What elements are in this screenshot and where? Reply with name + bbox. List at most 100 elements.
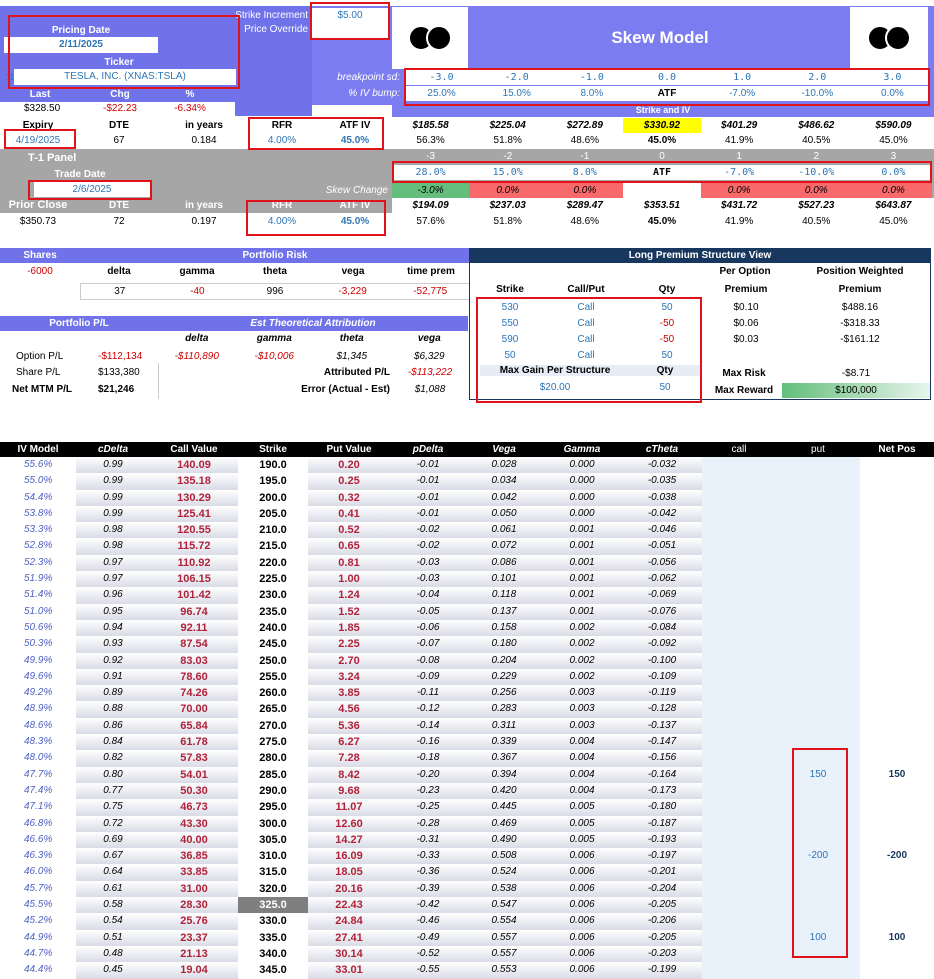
structure-leg-type[interactable]: Call [577, 302, 595, 313]
iv-cell: 56.3% [416, 135, 445, 146]
structure-leg-type[interactable]: Call [577, 318, 595, 329]
chain-cell[interactable] [702, 538, 776, 555]
chain-cell[interactable] [702, 913, 776, 930]
chain-cell[interactable] [702, 489, 776, 506]
structure-leg-strike[interactable]: 590 [501, 334, 519, 345]
chain-cell[interactable] [776, 522, 860, 539]
chain-cell[interactable] [702, 717, 776, 735]
chain-cell[interactable] [702, 799, 776, 816]
chain-cell[interactable] [702, 668, 776, 686]
ticker-field[interactable]: TESLA, INC. (XNAS:TSLA) [14, 69, 236, 85]
chain-cell[interactable] [776, 538, 860, 555]
chain-cell[interactable] [776, 897, 860, 914]
chain-row: 47.7% 0.80 54.01 285.0 8.42 -0.20 0.394 0.004 -0… [0, 766, 934, 783]
chain-cell[interactable] [776, 554, 860, 572]
chain-cell[interactable] [702, 701, 776, 718]
chain-cell[interactable] [702, 750, 776, 767]
chain-cell: 1.00 [308, 571, 390, 588]
chain-cell: 0.81 [308, 554, 390, 572]
chain-cell[interactable] [776, 587, 860, 604]
structure-leg-qty[interactable]: 50 [661, 350, 673, 361]
chain-cell[interactable] [702, 945, 776, 963]
chain-cell[interactable] [776, 962, 860, 979]
chain-cell[interactable] [702, 962, 776, 979]
chain-cell[interactable] [776, 505, 860, 523]
chain-cell[interactable] [702, 652, 776, 669]
chain-cell[interactable] [702, 587, 776, 604]
chain-cell[interactable] [776, 473, 860, 490]
structure-leg-strike[interactable]: 550 [501, 318, 519, 329]
chain-cell[interactable] [702, 473, 776, 490]
strike-increment-field[interactable]: $5.00 [312, 8, 388, 38]
chain-cell[interactable] [776, 815, 860, 832]
structure-header: Premium [838, 284, 882, 295]
chain-cell[interactable] [702, 897, 776, 914]
chain-cell: -0.069 [622, 587, 702, 604]
error-value: $1,088 [414, 384, 446, 395]
chain-cell[interactable]: -200 [776, 848, 860, 865]
chain-cell[interactable] [776, 750, 860, 767]
chain-cell[interactable] [776, 782, 860, 800]
chain-cell[interactable] [776, 799, 860, 816]
chain-cell[interactable] [776, 571, 860, 588]
chain-cell[interactable]: 100 [776, 929, 860, 946]
chain-cell[interactable] [776, 734, 860, 751]
chain-cell: -0.39 [390, 880, 466, 898]
chain-cell[interactable] [702, 685, 776, 702]
chain-cell[interactable] [702, 880, 776, 898]
chain-cell[interactable] [702, 815, 776, 832]
shares-value[interactable]: -6000 [27, 266, 53, 277]
chain-cell[interactable] [776, 619, 860, 637]
chain-cell[interactable] [702, 864, 776, 881]
chain-header: cTheta [645, 444, 679, 455]
trade-date-field[interactable]: 2/6/2025 [34, 182, 150, 197]
chain-cell[interactable] [776, 685, 860, 702]
structure-leg-qty[interactable]: 50 [661, 302, 673, 313]
chain-cell[interactable] [702, 505, 776, 523]
chain-cell[interactable] [702, 848, 776, 865]
chain-cell[interactable] [702, 522, 776, 539]
chain-cell[interactable] [776, 603, 860, 620]
structure-leg-type[interactable]: Call [577, 350, 595, 361]
chain-cell[interactable] [702, 554, 776, 572]
chain-cell[interactable] [776, 652, 860, 669]
chain-cell[interactable] [702, 619, 776, 637]
chain-cell[interactable] [776, 668, 860, 686]
chain-cell[interactable] [702, 734, 776, 751]
pricing-date-field[interactable]: 2/11/2025 [4, 37, 158, 53]
chain-cell[interactable] [702, 636, 776, 653]
chain-cell[interactable] [702, 571, 776, 588]
structure-leg-qty[interactable]: -50 [659, 334, 675, 345]
chain-cell: -0.056 [622, 554, 702, 572]
chain-cell[interactable] [776, 717, 860, 735]
chain-cell[interactable] [702, 929, 776, 946]
chain-cell[interactable] [702, 782, 776, 800]
chain-cell[interactable] [776, 831, 860, 849]
structure-leg-strike[interactable]: 530 [501, 302, 519, 313]
structure-leg-premium [702, 348, 790, 364]
structure-leg-strike[interactable]: 50 [504, 350, 516, 361]
chain-cell[interactable]: 150 [776, 766, 860, 783]
structure-leg-type[interactable]: Call [577, 334, 595, 345]
structure-leg-premium: $0.06 [733, 318, 759, 329]
chain-cell[interactable] [702, 457, 776, 474]
chain-cell[interactable] [776, 945, 860, 963]
max-gain-value[interactable]: $20.00 [539, 382, 571, 393]
chain-cell: 6.27 [308, 734, 390, 751]
chain-cell: 25.76 [150, 913, 238, 930]
chain-cell[interactable] [776, 489, 860, 506]
max-gain-qty[interactable]: 50 [659, 382, 671, 393]
chain-cell[interactable] [776, 880, 860, 898]
chain-cell[interactable] [702, 831, 776, 849]
structure-leg-qty[interactable]: -50 [659, 318, 675, 329]
chain-cell[interactable] [776, 913, 860, 930]
chain-cell[interactable] [776, 457, 860, 474]
chain-cell: 140.09 [150, 457, 238, 474]
chain-cell[interactable] [776, 636, 860, 653]
chain-cell[interactable] [776, 864, 860, 881]
chain-cell: 0.000 [542, 505, 622, 523]
prior-close-header: DTE [109, 200, 129, 211]
chain-cell[interactable] [776, 701, 860, 718]
chain-cell[interactable] [702, 603, 776, 620]
chain-cell[interactable] [702, 766, 776, 783]
